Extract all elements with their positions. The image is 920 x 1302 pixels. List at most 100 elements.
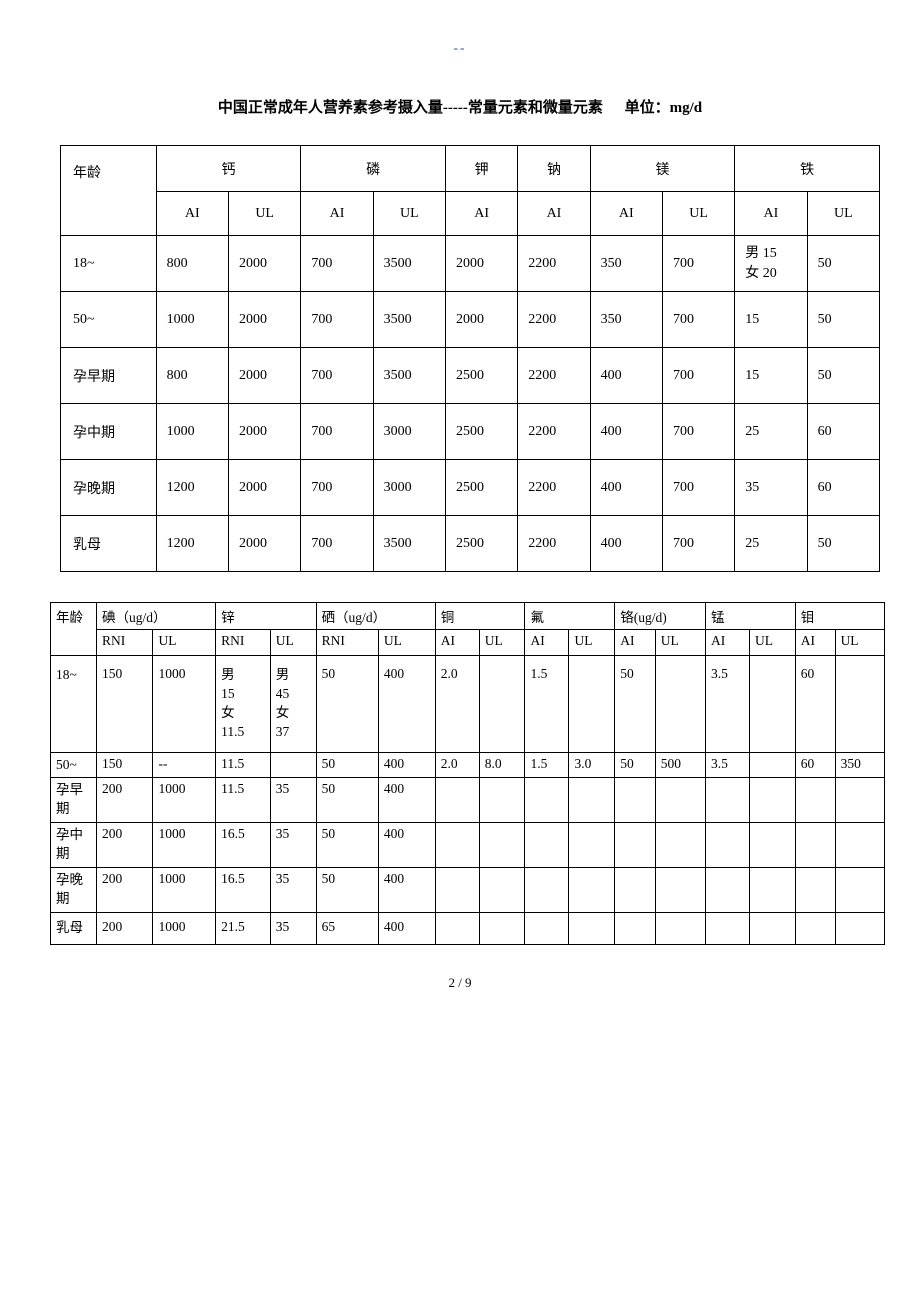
t1-value-cell: 1000 [156, 404, 228, 460]
t1-value-cell: 2000 [445, 292, 517, 348]
t2-value-cell [835, 912, 884, 944]
t1-value-cell: 50 [807, 516, 879, 572]
t2-value-cell: 200 [97, 778, 153, 823]
t1-sub-ai: AI [301, 192, 373, 236]
nutrient-table-1: 年龄 钙 磷 钾 钠 镁 铁 AI UL AI UL AI AI AI UL A… [60, 145, 880, 572]
t2-value-cell [569, 868, 615, 913]
t2-value-cell [749, 656, 795, 753]
t1-value-cell: 2000 [228, 348, 300, 404]
t1-age-cell: 孕晚期 [61, 460, 157, 516]
t1-value-cell: 男 15女 20 [735, 236, 807, 292]
t2-value-cell: 150 [97, 752, 153, 778]
t2-sub-ai: AI [795, 630, 835, 656]
t1-value-cell: 400 [590, 460, 662, 516]
table-row: 18~8002000700350020002200350700男 15女 205… [61, 236, 880, 292]
table-row: 50~100020007003500200022003507001550 [61, 292, 880, 348]
t1-age-cell: 50~ [61, 292, 157, 348]
t2-value-cell [705, 868, 749, 913]
t2-value-cell: 400 [378, 823, 435, 868]
t1-age-cell: 18~ [61, 236, 157, 292]
t2-value-cell: 1000 [153, 778, 216, 823]
t1-age-cell: 乳母 [61, 516, 157, 572]
t2-value-cell: 16.5 [216, 823, 271, 868]
t2-sub-ul: UL [378, 630, 435, 656]
t2-age-cell: 18~ [51, 656, 97, 753]
t2-value-cell: 16.5 [216, 868, 271, 913]
t2-value-cell: 3.5 [705, 752, 749, 778]
t2-value-cell: 1000 [153, 868, 216, 913]
t2-value-cell [655, 778, 705, 823]
t2-value-cell: 50 [615, 656, 656, 753]
t1-value-cell: 2200 [518, 460, 590, 516]
t2-value-cell: 1.5 [525, 752, 569, 778]
page-title: 中国正常成年人营养素参考摄入量-----常量元素和微量元素 单位：mg/d [50, 96, 870, 117]
t2-nutrient-cr: 铬(ug/d) [615, 603, 706, 630]
nutrient-table-2: 年龄 碘（ug/d） 锌 硒（ug/d） 铜 氟 铬(ug/d) 锰 钼 RNI… [50, 602, 885, 945]
t1-nutrient-mg: 镁 [590, 146, 735, 192]
t1-value-cell: 2500 [445, 404, 517, 460]
t2-sub-rni: RNI [97, 630, 153, 656]
t1-value-cell: 700 [301, 516, 373, 572]
t2-sub-rni: RNI [316, 630, 378, 656]
t1-value-cell: 800 [156, 236, 228, 292]
t2-sub-rni: RNI [216, 630, 271, 656]
t2-value-cell: 11.5 [216, 752, 271, 778]
t2-value-cell [795, 823, 835, 868]
t1-value-cell: 2000 [228, 516, 300, 572]
t2-value-cell: 50 [316, 778, 378, 823]
t2-value-cell [749, 752, 795, 778]
t2-sub-ul: UL [270, 630, 316, 656]
t2-value-cell [435, 778, 479, 823]
t1-value-cell: 2200 [518, 348, 590, 404]
t1-value-cell: 2000 [445, 236, 517, 292]
t1-nutrient-fe: 铁 [735, 146, 880, 192]
t2-value-cell [795, 912, 835, 944]
t1-value-cell: 2000 [228, 460, 300, 516]
t1-value-cell: 1200 [156, 516, 228, 572]
t1-value-cell: 2500 [445, 460, 517, 516]
t1-value-cell: 2500 [445, 516, 517, 572]
page-number: 2 / 9 [50, 975, 870, 991]
t2-sub-ul: UL [479, 630, 525, 656]
t2-sub-ul: UL [655, 630, 705, 656]
t1-nutrient-k: 钾 [445, 146, 517, 192]
t2-value-cell: 400 [378, 912, 435, 944]
t2-nutrient-mo: 钼 [795, 603, 884, 630]
t2-sub-ai: AI [705, 630, 749, 656]
t2-value-cell [835, 778, 884, 823]
t1-age-cell: 孕早期 [61, 348, 157, 404]
t2-value-cell [525, 778, 569, 823]
t2-value-cell [615, 912, 656, 944]
t1-value-cell: 3500 [373, 292, 445, 348]
t1-value-cell: 2000 [228, 404, 300, 460]
t1-value-cell: 700 [301, 460, 373, 516]
t2-value-cell: 1.5 [525, 656, 569, 753]
title-main: 中国正常成年人营养素参考摄入量-----常量元素和微量元素 [218, 100, 603, 116]
t2-age-cell: 孕晚期 [51, 868, 97, 913]
t1-value-cell: 2200 [518, 292, 590, 348]
t2-sub-ai: AI [435, 630, 479, 656]
t2-value-cell: 3.0 [569, 752, 615, 778]
t2-nutrient-zn: 锌 [216, 603, 316, 630]
t1-value-cell: 700 [662, 460, 734, 516]
t2-value-cell [569, 912, 615, 944]
t2-value-cell [655, 868, 705, 913]
t1-value-cell: 2200 [518, 516, 590, 572]
t2-sub-ai: AI [615, 630, 656, 656]
t2-age-header: 年龄 [51, 603, 97, 656]
t2-value-cell [615, 823, 656, 868]
t2-value-cell [435, 912, 479, 944]
table-row: 孕晚期120020007003000250022004007003560 [61, 460, 880, 516]
t1-value-cell: 1200 [156, 460, 228, 516]
t2-value-cell [479, 656, 525, 753]
t2-value-cell: 35 [270, 778, 316, 823]
t2-value-cell [749, 912, 795, 944]
table-row: 乳母200100021.53565400 [51, 912, 885, 944]
t2-value-cell: 男45女37 [270, 656, 316, 753]
t2-body: 18~1501000男15女11.5男45女37504002.01.5503.5… [51, 656, 885, 945]
table-row: 孕早期200100011.53550400 [51, 778, 885, 823]
t2-value-cell [479, 823, 525, 868]
t1-value-cell: 2500 [445, 348, 517, 404]
t2-value-cell: 1000 [153, 656, 216, 753]
t2-sub-ul: UL [835, 630, 884, 656]
